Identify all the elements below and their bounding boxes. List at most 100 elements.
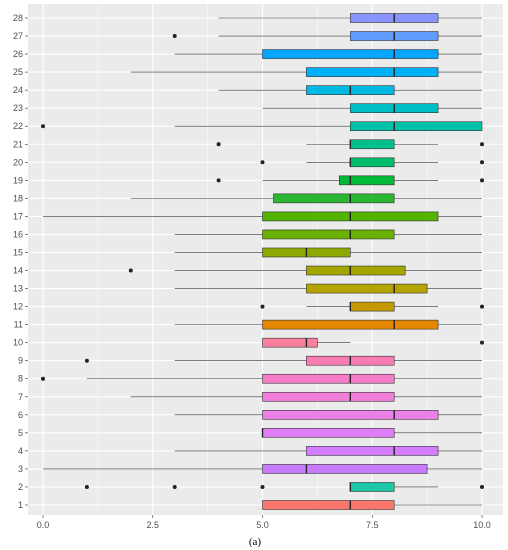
box [349,157,395,168]
y-tick-label: 9 [18,356,23,366]
y-tick-label: 28 [13,13,23,23]
box-group-9 [84,355,482,366]
x-tick-label: 7.5 [366,520,379,530]
box [262,337,318,348]
outlier-point [480,178,484,183]
y-tick-label: 25 [13,67,23,77]
box-group-22 [41,121,483,132]
box [349,301,395,312]
box-group-7 [130,391,482,402]
outlier-point [480,304,484,309]
box-group-1 [262,500,482,510]
outlier-point [216,142,221,147]
box-group-18 [130,193,482,204]
outlier-point [480,484,484,489]
box-group-3 [43,464,482,474]
y-tick-label: 10 [13,338,23,348]
box-group-8 [41,373,482,384]
box [306,446,439,456]
outlier-point [172,484,177,489]
y-tick-label: 20 [13,157,23,167]
box-group-25 [130,67,482,77]
box [262,500,395,510]
box [349,139,395,150]
outlier-point [84,358,89,363]
y-tick-label: 24 [13,85,23,95]
y-tick-label: 8 [18,374,23,384]
box-group-4 [174,446,482,456]
boxes-layer [41,13,484,510]
box [262,391,395,402]
box [349,121,483,132]
box-group-5 [261,428,482,438]
box-group-21 [216,139,484,150]
box-group-12 [260,301,484,312]
x-tick-label: 10.0 [473,520,491,530]
box-group-14 [128,265,482,276]
box [306,283,428,294]
figure-caption: (a) [249,536,262,548]
box [306,265,406,276]
y-tick-label: 15 [13,247,23,257]
y-tick-label: 27 [13,31,23,41]
y-tick-label: 6 [18,410,23,420]
y-tick-label: 4 [18,446,23,456]
box-group-6 [174,410,482,420]
outlier-point [260,484,265,489]
outlier-point [260,160,265,165]
y-tick-label: 7 [18,392,23,402]
outlier-point [480,160,484,165]
y-tick-label: 21 [13,139,23,149]
x-tick-labels: 0.0 2.5 5.0 7.5 10.0 [37,515,491,530]
box [262,49,439,59]
outlier-point [41,124,45,129]
box [339,175,395,186]
outlier-point [41,376,45,381]
box-group-28 [218,13,482,23]
box-group-11 [174,319,482,330]
x-tick-label: 5.0 [256,520,269,530]
box-group-17 [43,211,482,222]
y-tick-label: 18 [13,193,23,203]
box [262,373,395,384]
outlier-point [480,142,484,147]
outlier-point [216,178,221,183]
y-tick-label: 16 [13,229,23,239]
box-group-2 [84,482,484,492]
box [262,464,428,474]
box-group-26 [174,49,482,59]
y-tick-labels: 1234567891011121314151617181920212223242… [13,13,28,510]
box [306,67,439,77]
panel-background [28,4,503,515]
y-tick-label: 13 [13,284,23,294]
y-tick-label: 2 [18,482,23,492]
outlier-point [172,34,177,39]
y-tick-label: 1 [18,500,23,510]
y-tick-label: 14 [13,266,23,276]
y-tick-label: 12 [13,302,23,312]
x-tick-label: 0.0 [37,520,50,530]
box [273,193,395,204]
y-tick-label: 11 [14,320,23,330]
outlier-point [84,484,89,489]
outlier-point [480,340,484,345]
box-group-23 [262,103,482,113]
box-group-27 [172,31,482,41]
y-tick-label: 5 [18,428,23,438]
box-group-10 [262,337,484,348]
y-tick-label: 3 [18,464,23,474]
box [349,482,395,492]
box [262,229,395,240]
outlier-point [128,268,133,273]
box-group-20 [260,157,484,168]
y-tick-label: 22 [13,121,23,131]
y-tick-label: 23 [13,103,23,113]
box [262,319,439,330]
box [262,410,439,420]
box [262,428,395,438]
box-group-15 [174,247,482,258]
y-tick-label: 19 [13,175,23,185]
box-group-16 [174,229,482,240]
box-group-19 [216,175,484,186]
